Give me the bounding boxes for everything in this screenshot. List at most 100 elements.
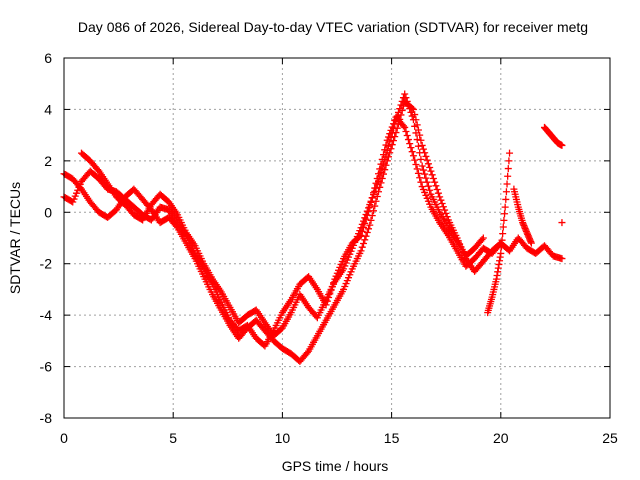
data-point xyxy=(428,171,436,179)
data-point xyxy=(407,108,415,116)
data-point xyxy=(423,178,431,186)
data-point xyxy=(362,210,370,218)
data-point xyxy=(384,142,392,150)
data-point xyxy=(504,165,512,173)
plot-frame xyxy=(63,57,611,419)
data-point xyxy=(379,160,387,168)
x-tick-label: 0 xyxy=(60,430,68,446)
data-point xyxy=(388,129,396,137)
data-point xyxy=(373,181,381,189)
y-tick-label: 4 xyxy=(44,101,52,117)
data-point xyxy=(407,144,415,152)
data-point xyxy=(367,216,375,224)
data-point xyxy=(432,182,440,190)
data-point xyxy=(412,161,420,169)
data-point xyxy=(382,151,390,159)
data-point xyxy=(378,164,386,172)
data-point xyxy=(422,152,430,160)
data-point xyxy=(418,141,426,149)
data-point xyxy=(478,235,486,243)
x-axis-label: GPS time / hours xyxy=(282,458,389,474)
series-track-3 xyxy=(77,90,487,340)
data-point xyxy=(368,212,376,220)
data-point xyxy=(401,123,409,131)
data-point xyxy=(413,165,421,173)
data-point xyxy=(418,162,426,170)
x-tick-label: 25 xyxy=(602,430,618,446)
data-point xyxy=(396,105,404,113)
data-point xyxy=(357,247,365,255)
series-track-7 xyxy=(558,219,566,227)
data-points xyxy=(60,90,566,365)
data-point xyxy=(358,220,366,228)
data-point xyxy=(357,224,365,232)
y-tick-label: -4 xyxy=(40,307,53,323)
data-point xyxy=(503,180,511,188)
data-point xyxy=(403,132,411,140)
data-point xyxy=(414,142,422,150)
data-point xyxy=(416,174,424,182)
data-point xyxy=(558,219,566,227)
data-point xyxy=(404,101,412,109)
data-point xyxy=(502,195,510,203)
data-point xyxy=(373,192,381,200)
data-point xyxy=(374,177,382,185)
data-point xyxy=(442,209,450,217)
data-point xyxy=(527,239,535,247)
data-point xyxy=(365,204,373,212)
data-point xyxy=(402,94,410,102)
y-tick-label: 2 xyxy=(44,153,52,169)
data-point xyxy=(403,97,411,105)
x-tick-label: 20 xyxy=(493,430,509,446)
data-point xyxy=(363,228,371,236)
data-point xyxy=(361,214,369,222)
data-point xyxy=(441,206,449,214)
series-track-6 xyxy=(540,123,566,149)
data-point xyxy=(368,194,376,202)
data-point xyxy=(376,173,384,181)
data-point xyxy=(427,167,435,175)
data-point xyxy=(439,203,447,211)
data-point xyxy=(392,116,400,124)
data-point xyxy=(366,221,374,229)
data-point xyxy=(362,232,370,240)
data-point xyxy=(501,203,509,211)
data-point xyxy=(437,196,445,204)
x-tick-label: 15 xyxy=(384,430,400,446)
data-point xyxy=(504,172,512,180)
data-point xyxy=(393,112,401,120)
data-point xyxy=(397,101,405,109)
data-point xyxy=(417,136,425,144)
data-point xyxy=(404,136,412,144)
data-point xyxy=(501,210,509,218)
data-point xyxy=(367,197,375,205)
axis-ticks xyxy=(63,57,611,419)
data-point xyxy=(416,131,424,139)
data-point xyxy=(370,191,378,199)
data-point xyxy=(419,166,427,174)
data-point xyxy=(408,148,416,156)
data-point xyxy=(426,163,434,171)
data-point xyxy=(479,234,487,242)
data-point xyxy=(172,222,180,230)
y-tick-label: 6 xyxy=(44,50,52,66)
data-point xyxy=(358,243,366,251)
y-axis-label: SDTVAR / TECUs xyxy=(7,182,23,294)
data-point xyxy=(431,178,439,186)
data-point xyxy=(506,149,514,157)
y-tick-label: -2 xyxy=(40,256,53,272)
data-point xyxy=(424,182,432,190)
data-point xyxy=(371,202,379,210)
data-point xyxy=(363,207,371,215)
data-point xyxy=(370,207,378,215)
data-point xyxy=(417,155,425,163)
data-point xyxy=(413,136,421,144)
data-point xyxy=(414,169,422,177)
y-tick-label: -8 xyxy=(40,410,53,426)
data-point xyxy=(412,129,420,137)
data-point xyxy=(387,133,395,141)
y-tick-labels: -8 -6 -4 -2 0 2 4 6 xyxy=(40,50,53,426)
data-point xyxy=(499,223,507,231)
x-tick-labels: 0 5 10 15 20 25 xyxy=(60,430,618,446)
